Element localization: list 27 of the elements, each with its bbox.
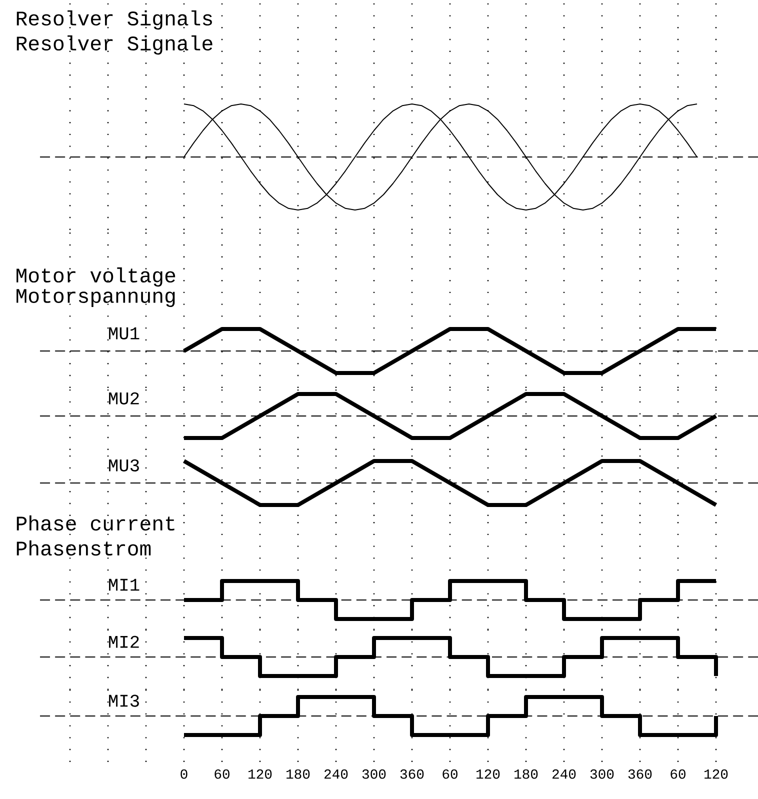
x-tick-label: 240 — [324, 769, 348, 779]
x-tick-label: 60 — [442, 769, 458, 779]
chart-title: Motor voltage — [16, 267, 176, 287]
text: MU3 — [109, 459, 139, 472]
chart-subtitle: Motorspannung — [16, 288, 175, 308]
x-tick-label: 180 — [514, 769, 538, 779]
x-tick-label: 60 — [670, 769, 686, 779]
x-tick-label: 120 — [248, 769, 272, 779]
chart-subtitle: Resolver Signale — [16, 35, 212, 55]
chart-subtitle: Phasenstrom — [16, 540, 151, 556]
text: MI2 — [109, 636, 139, 648]
x-tick-label: 180 — [286, 769, 310, 779]
chart-title: Phase current — [16, 515, 174, 531]
text: MU1 — [109, 327, 140, 340]
x-tick-label: 300 — [362, 769, 386, 779]
x-tick-label: 300 — [590, 769, 614, 779]
text: MU2 — [109, 392, 139, 404]
x-tick-label: 60 — [214, 769, 230, 779]
x-tick-label: 120 — [476, 769, 500, 779]
text: MI1 — [109, 578, 140, 591]
x-tick-label: 360 — [628, 769, 652, 779]
x-tick-label: 240 — [552, 769, 576, 779]
text: MI3 — [109, 694, 139, 707]
x-tick-label: 120 — [704, 769, 728, 779]
x-tick-label: 0 — [180, 769, 188, 779]
x-tick-label: 360 — [400, 769, 424, 779]
chart-title: Resolver Signals — [16, 10, 212, 30]
